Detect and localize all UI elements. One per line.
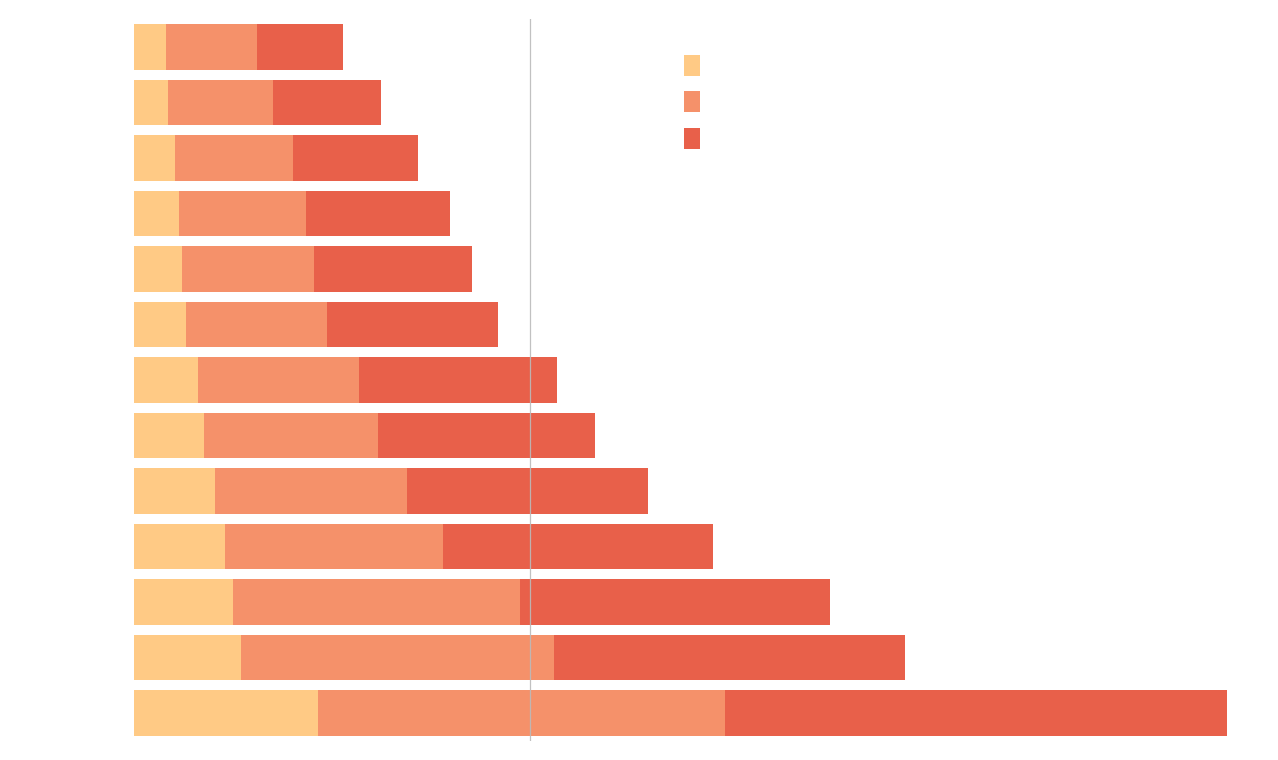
Bar	[166, 24, 257, 70]
Bar	[314, 246, 472, 292]
Bar	[215, 468, 408, 514]
Bar	[203, 413, 378, 458]
Bar	[185, 302, 327, 347]
Bar	[134, 135, 175, 181]
Bar	[273, 80, 381, 125]
Bar	[305, 191, 450, 236]
Bar	[134, 357, 198, 403]
Bar	[134, 302, 185, 347]
Bar	[520, 579, 831, 625]
Bar	[293, 135, 418, 181]
Bar	[327, 302, 498, 347]
Bar	[134, 468, 215, 514]
Bar	[233, 579, 520, 625]
Bar	[318, 690, 726, 736]
Bar	[257, 24, 343, 70]
Bar	[442, 524, 713, 569]
Bar	[134, 524, 225, 569]
Bar	[134, 80, 169, 125]
Bar	[134, 690, 318, 736]
Bar	[134, 635, 242, 680]
Bar	[242, 635, 555, 680]
Bar	[726, 690, 1227, 736]
Bar	[183, 246, 314, 292]
Bar	[175, 135, 293, 181]
Bar	[359, 357, 557, 403]
Bar	[555, 635, 905, 680]
Bar	[134, 191, 179, 236]
Bar	[378, 413, 594, 458]
Bar	[408, 468, 648, 514]
Bar	[134, 413, 203, 458]
Bar	[225, 524, 442, 569]
Bar	[134, 246, 183, 292]
Bar	[179, 191, 305, 236]
Bar	[169, 80, 273, 125]
Bar	[134, 24, 166, 70]
Bar	[198, 357, 359, 403]
Bar	[134, 579, 233, 625]
